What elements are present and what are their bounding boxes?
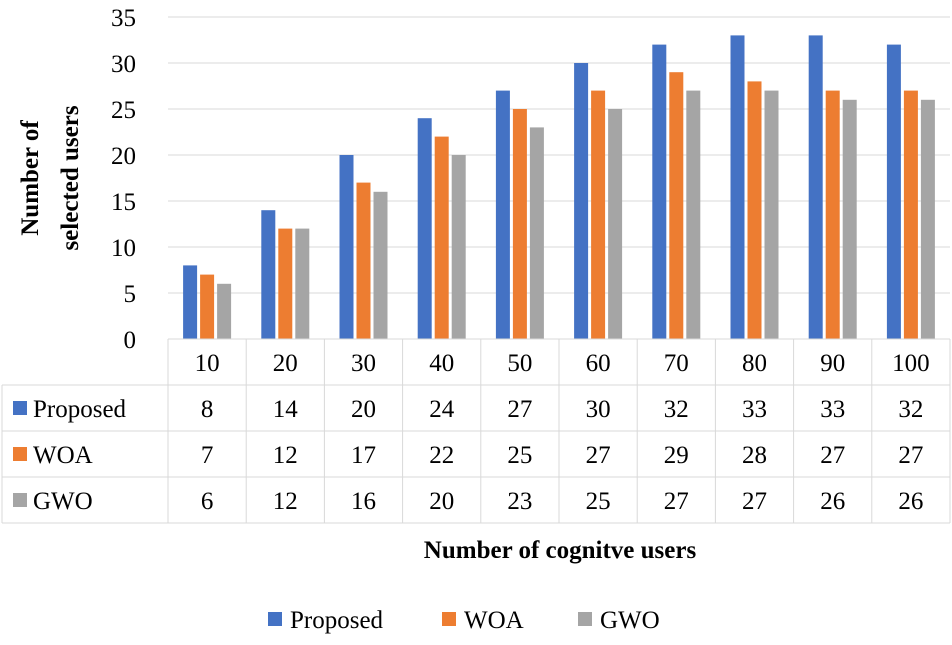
- data-table: 10 20 30 40 50 60 70 80 90 100 Proposed 8 14 20 24 27 30…: [1, 338, 951, 524]
- data-label: 20: [351, 396, 376, 423]
- bar-proposed-80: [730, 35, 745, 340]
- bar-gwo-80: [764, 90, 779, 339]
- bar-gwo-30: [373, 191, 388, 339]
- data-label: 16: [351, 488, 376, 515]
- data-label: 23: [507, 488, 532, 515]
- bar-woa-100: [903, 90, 918, 339]
- bar-gwo-50: [529, 127, 544, 340]
- bar-woa-20: [278, 228, 293, 339]
- bar-proposed-100: [886, 44, 901, 339]
- bar-proposed-60: [574, 63, 589, 339]
- y-tick-label: 15: [111, 189, 136, 216]
- y-tick-label: 5: [124, 281, 137, 308]
- bar-gwo-90: [842, 99, 857, 339]
- x-tick-label: 10: [195, 350, 220, 377]
- data-label: 28: [742, 442, 767, 469]
- bar-proposed-70: [652, 44, 667, 339]
- x-tick-label: 80: [742, 350, 767, 377]
- data-label: 27: [898, 442, 923, 469]
- data-label: 20: [429, 488, 454, 515]
- data-label: 17: [351, 442, 376, 469]
- bar-gwo-20: [295, 228, 310, 339]
- bar-woa-50: [512, 109, 527, 339]
- bar-gwo-60: [608, 109, 623, 339]
- y-tick-label: 30: [111, 51, 136, 78]
- table-series-label: GWO: [33, 488, 93, 515]
- bar-woa-70: [669, 72, 684, 339]
- y-tick-label: 10: [111, 235, 136, 262]
- table-series-label: Proposed: [33, 396, 127, 423]
- bar-woa-40: [434, 136, 449, 339]
- bar-woa-60: [591, 90, 606, 339]
- data-label: 32: [898, 396, 923, 423]
- bar-woa-10: [200, 274, 215, 339]
- y-axis-label-line2: selected users: [57, 105, 84, 250]
- x-tick-label: 50: [507, 350, 532, 377]
- bar-gwo-70: [686, 90, 701, 339]
- legend-key-proposed: [268, 612, 282, 626]
- table-legend-key-gwo: [13, 493, 27, 507]
- y-axis-ticks: 0 5 10 15 20 25 30 35: [111, 5, 136, 354]
- data-label: 27: [664, 488, 689, 515]
- data-label: 25: [586, 488, 611, 515]
- data-label: 24: [429, 396, 455, 423]
- x-tick-label: 100: [892, 350, 930, 377]
- legend-label: Proposed: [290, 607, 384, 634]
- x-tick-label: 20: [273, 350, 298, 377]
- bar-gwo-10: [217, 283, 232, 339]
- data-label: 33: [742, 396, 767, 423]
- x-tick-label: 60: [586, 350, 611, 377]
- data-label: 6: [201, 488, 214, 515]
- bar-woa-80: [747, 81, 762, 340]
- y-tick-label: 20: [111, 143, 136, 170]
- data-label: 29: [664, 442, 689, 469]
- x-tick-label: 90: [820, 350, 845, 377]
- data-label: 32: [664, 396, 689, 423]
- legend-label: GWO: [600, 607, 660, 634]
- data-label: 33: [820, 396, 845, 423]
- data-label: 22: [429, 442, 454, 469]
- table-legend-key-woa: [13, 447, 27, 461]
- legend: Proposed WOA GWO: [268, 607, 660, 634]
- data-label: 8: [201, 396, 214, 423]
- data-label: 27: [820, 442, 845, 469]
- table-legend-key-proposed: [13, 401, 27, 415]
- data-label: 12: [273, 442, 298, 469]
- data-label: 27: [586, 442, 611, 469]
- legend-label: WOA: [464, 607, 524, 634]
- data-label: 14: [273, 396, 299, 423]
- legend-key-gwo: [578, 612, 592, 626]
- x-tick-label: 30: [351, 350, 376, 377]
- bar-gwo-100: [920, 99, 935, 339]
- x-tick-label: 70: [664, 350, 689, 377]
- data-label: 7: [201, 442, 214, 469]
- bar-proposed-30: [339, 155, 354, 339]
- data-label: 27: [742, 488, 767, 515]
- bar-woa-90: [825, 90, 840, 339]
- data-label: 26: [898, 488, 923, 515]
- bar-proposed-20: [261, 210, 276, 339]
- y-tick-label: 35: [111, 5, 136, 32]
- data-label: 25: [507, 442, 532, 469]
- bars: [183, 35, 935, 340]
- bar-woa-30: [356, 182, 371, 339]
- bar-proposed-50: [495, 90, 510, 339]
- y-tick-label: 0: [124, 327, 137, 354]
- bar-proposed-90: [808, 35, 823, 340]
- legend-key-woa: [442, 612, 456, 626]
- data-label: 26: [820, 488, 845, 515]
- data-label: 30: [586, 396, 611, 423]
- y-axis-label-line1: Number of: [17, 120, 44, 236]
- y-tick-label: 25: [111, 97, 136, 124]
- data-label: 27: [507, 396, 532, 423]
- data-label: 12: [273, 488, 298, 515]
- x-tick-label: 40: [429, 350, 454, 377]
- bar-gwo-40: [451, 155, 466, 339]
- x-axis-label: Number of cognitve users: [424, 537, 697, 564]
- bar-proposed-40: [417, 118, 432, 339]
- table-series-label: WOA: [33, 442, 93, 469]
- bar-proposed-10: [183, 265, 198, 339]
